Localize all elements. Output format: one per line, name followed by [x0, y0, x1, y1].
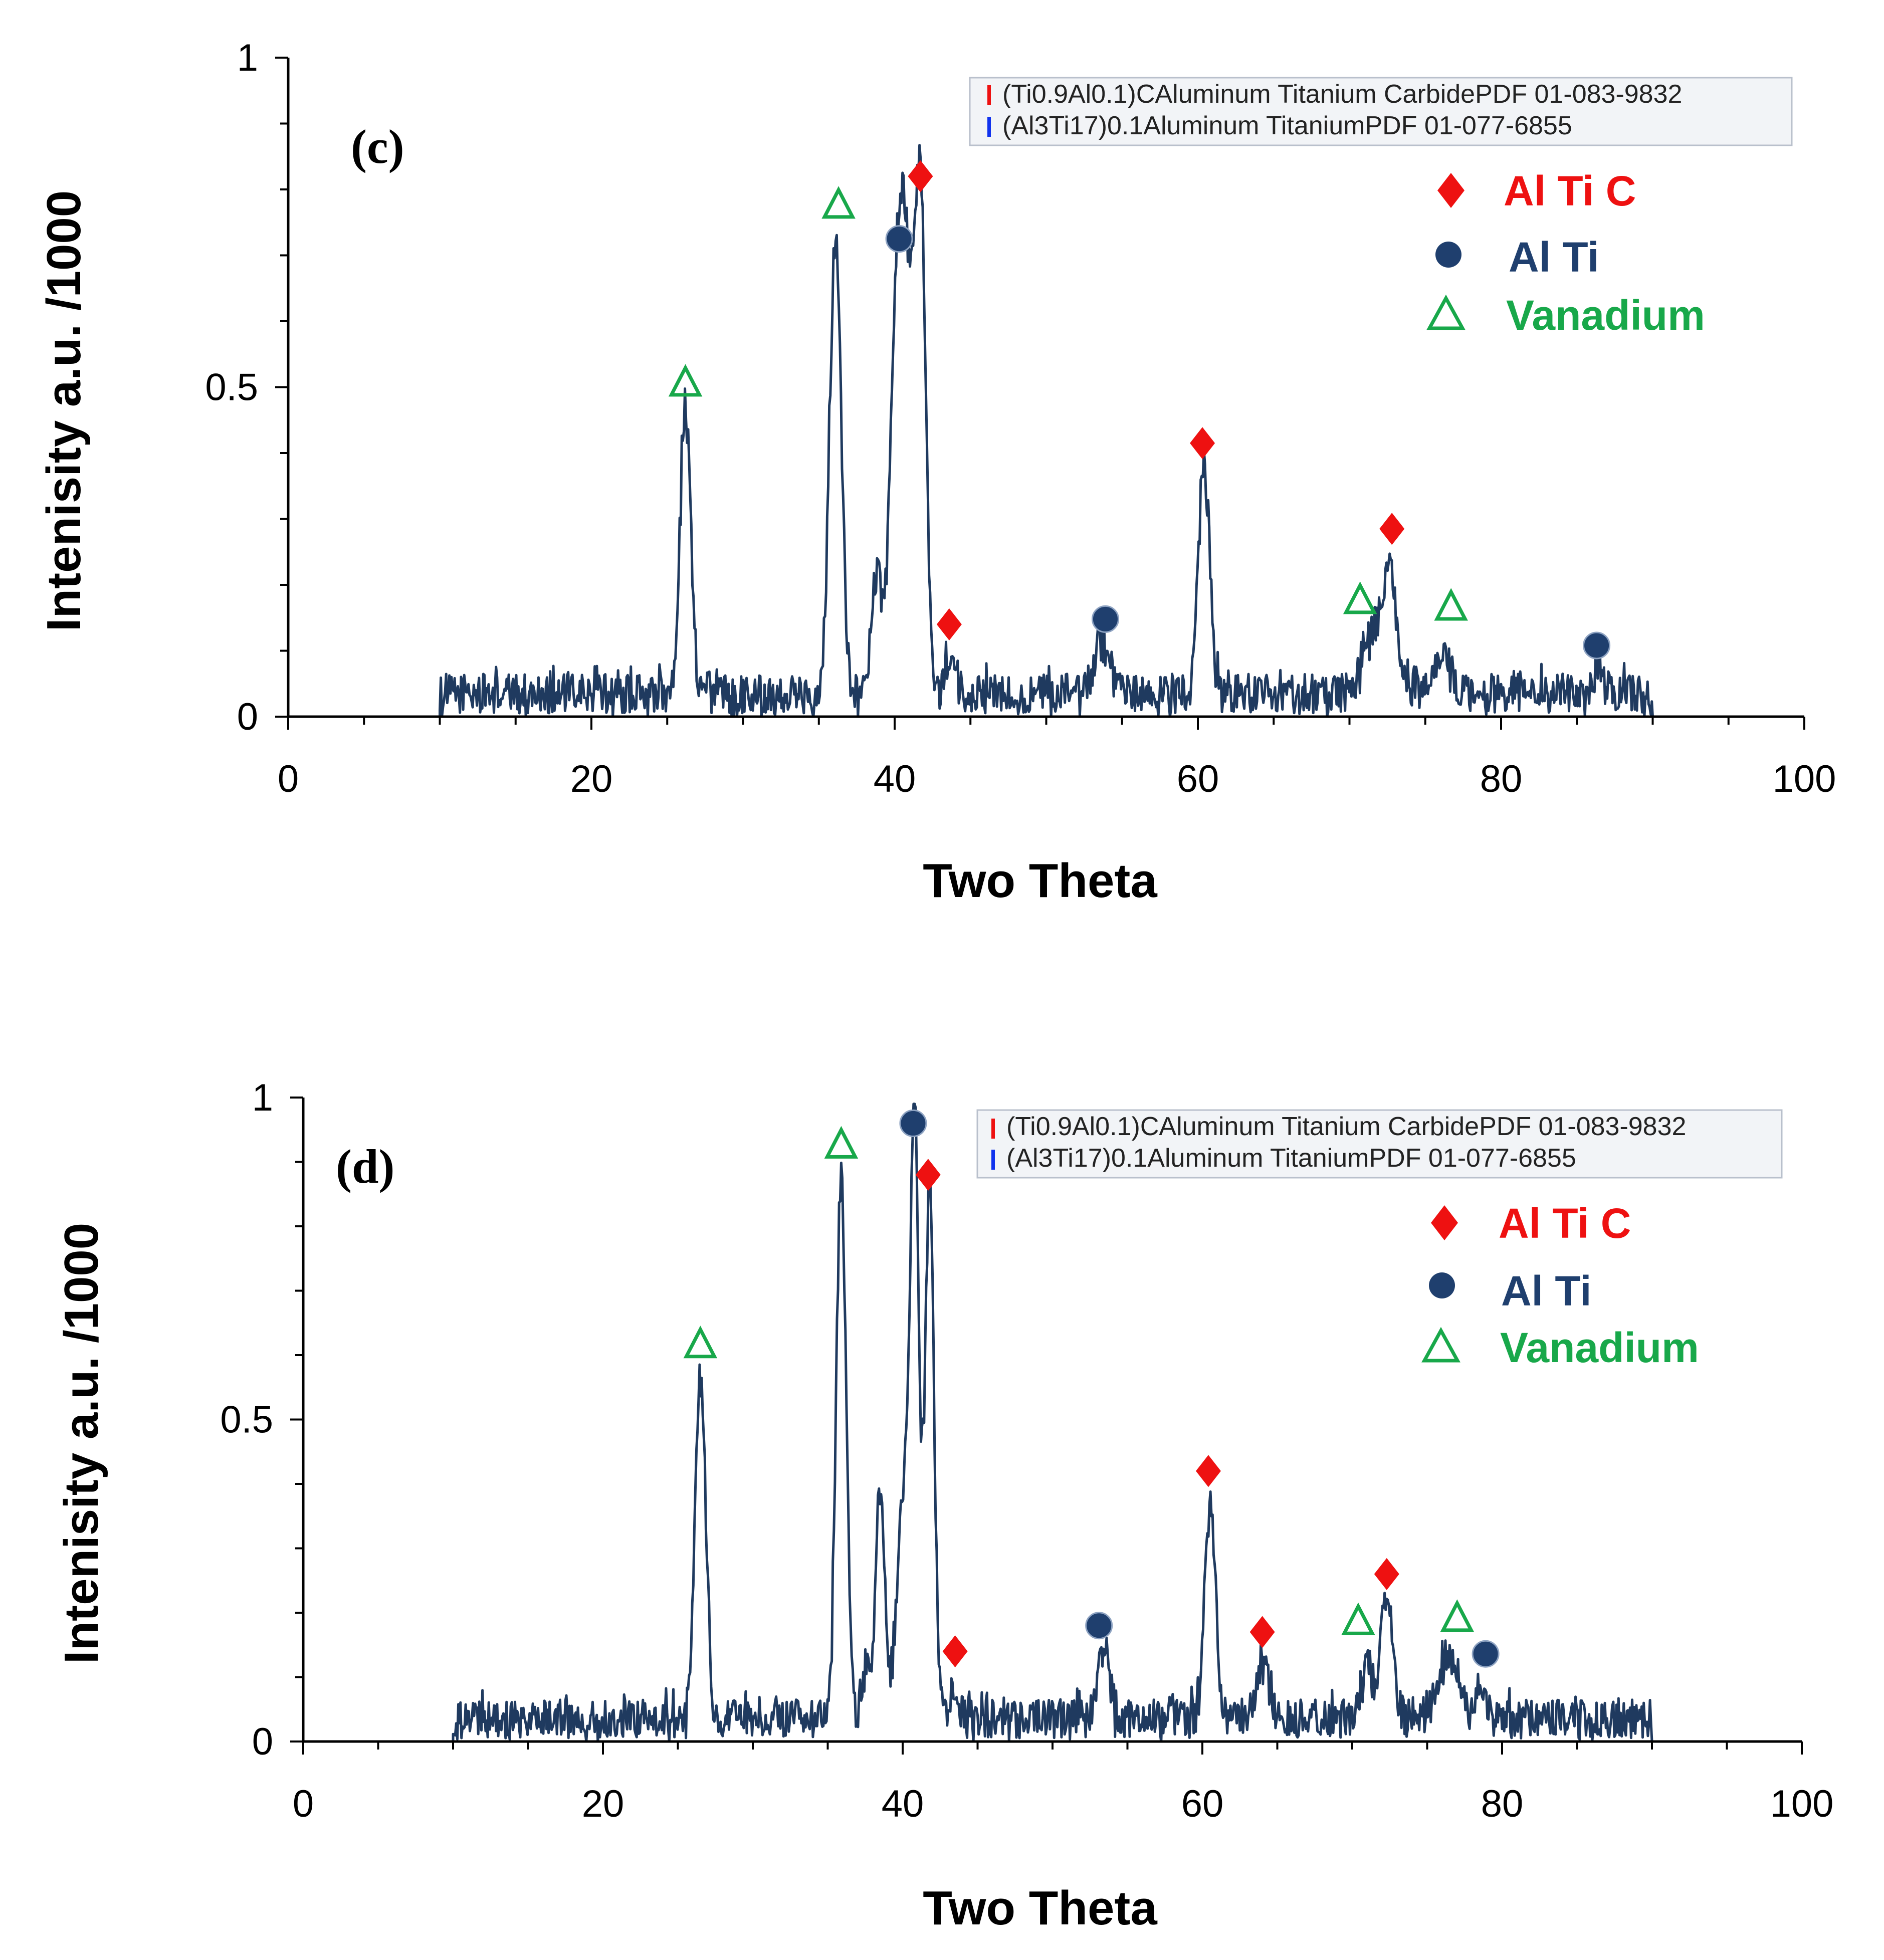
xrd-panel-c: (c) 0 20 40 60 80 100 00.51 Two Theta Intenis…: [37, 37, 1836, 908]
al-ti-c-marker: [1190, 427, 1215, 460]
vanadium-marker: [1440, 1599, 1475, 1632]
circle-icon: [1435, 242, 1461, 268]
diamond-icon: [1437, 173, 1464, 208]
reference-entry: (Ti0.9Al0.1)CAluminum Titanium CarbidePD…: [1002, 80, 1682, 109]
reference-entry: (Ti0.9Al0.1)CAluminum Titanium CarbidePD…: [1006, 1112, 1686, 1141]
phase-legend-label: Al Ti C: [1499, 1200, 1631, 1247]
xrd-panel-d: (d) 0 20 40 60 80 100 00.51 Two Theta Intenis…: [55, 1076, 1833, 1935]
vanadium-marker: [1341, 1602, 1375, 1635]
reference-legend: (Ti0.9Al0.1)CAluminum Titanium CarbidePD…: [976, 1109, 1783, 1179]
reference-entry: (Al3Ti17)0.1Aluminum TitaniumPDF 01-077-…: [1002, 111, 1572, 140]
phase-legend-label: Al Ti C: [1504, 167, 1636, 214]
phase-legend-label: Vanadium: [1500, 1324, 1699, 1371]
x-axis-title: Two Theta: [923, 854, 1157, 908]
reference-bar-blue: [991, 1150, 995, 1170]
reference-legend-box: [969, 77, 1793, 146]
triangle-icon: [1426, 294, 1466, 330]
y-tick-label: 0.5: [220, 1399, 273, 1441]
panel-label: (c): [351, 120, 404, 173]
reference-entry: (Al3Ti17)0.1Aluminum TitaniumPDF 01-077-…: [1006, 1144, 1576, 1173]
x-tick-label: 80: [1480, 758, 1523, 800]
x-axis-title: Two Theta: [923, 1881, 1157, 1935]
reference-legend-box: [976, 1109, 1783, 1179]
y-tick-label: 1: [237, 37, 258, 79]
vanadium-marker: [1343, 581, 1377, 614]
x-tick-label: 0: [278, 758, 299, 800]
phase-legend: Al Ti C Al Ti Vanadium: [1421, 1200, 1699, 1371]
phase-legend-label: Vanadium: [1506, 292, 1705, 339]
marker-layer: [683, 1109, 1500, 1668]
phase-legend-label: Al Ti: [1509, 234, 1599, 281]
al-ti-c-marker: [936, 608, 962, 640]
reference-legend: (Ti0.9Al0.1)CAluminum Titanium CarbidePD…: [969, 77, 1793, 146]
y-tick-label: 0: [252, 1720, 273, 1763]
al-ti-c-marker: [1379, 513, 1405, 545]
al-ti-c-marker: [1195, 1455, 1221, 1487]
xrd-trace: [452, 1103, 1653, 1743]
x-tick-label: 20: [582, 1783, 624, 1825]
diamond-icon: [1431, 1205, 1458, 1240]
al-ti-c-marker: [908, 160, 933, 192]
al-ti-c-marker: [942, 1635, 968, 1668]
triangle-icon: [1421, 1327, 1460, 1363]
vanadium-marker: [1434, 588, 1468, 621]
al-ti-c-marker: [1374, 1558, 1399, 1590]
vanadium-marker: [668, 364, 703, 397]
vanadium-marker: [821, 186, 856, 219]
x-tick-label: 40: [874, 758, 916, 800]
y-tick-label: 0.5: [205, 366, 258, 409]
y-axis-title: Intenisity a.u. /1000: [37, 190, 91, 631]
vanadium-marker: [824, 1126, 859, 1159]
y-tick-label: 0: [237, 696, 258, 738]
al-ti-c-marker: [1249, 1616, 1275, 1648]
trace-layer: [439, 144, 1654, 718]
x-tick-label: 20: [570, 758, 613, 800]
y-tick-label: 1: [252, 1076, 273, 1119]
phase-legend-label: Al Ti: [1501, 1267, 1591, 1315]
reference-bar-blue: [987, 117, 991, 137]
al-ti-c-marker: [915, 1159, 941, 1191]
x-tick-label: 100: [1773, 758, 1836, 800]
vanadium-marker: [683, 1326, 718, 1359]
marker-layer: [668, 160, 1611, 660]
x-tick-label: 60: [1181, 1783, 1224, 1825]
x-tick-label: 60: [1177, 758, 1219, 800]
xrd-trace: [439, 144, 1654, 718]
al-ti-marker: [1472, 1640, 1500, 1668]
trace-layer: [452, 1103, 1653, 1743]
y-axis-title: Intenisity a.u. /1000: [55, 1223, 108, 1664]
x-tick-label: 100: [1770, 1783, 1834, 1825]
al-ti-marker: [899, 1109, 927, 1137]
y-ticks: 00.51: [205, 37, 288, 738]
x-ticks: 0 20 40 60 80 100: [278, 717, 1836, 800]
al-ti-marker: [1583, 631, 1611, 660]
reference-bar-red: [991, 1119, 995, 1139]
x-tick-label: 40: [882, 1783, 924, 1825]
circle-icon: [1429, 1272, 1455, 1298]
panel-label: (d): [336, 1140, 394, 1193]
al-ti-marker: [1085, 1612, 1113, 1640]
x-tick-label: 0: [293, 1783, 314, 1825]
reference-bar-red: [987, 85, 991, 105]
x-tick-label: 80: [1481, 1783, 1524, 1825]
phase-legend: Al Ti C Al Ti Vanadium: [1426, 167, 1705, 339]
al-ti-marker: [1091, 605, 1119, 633]
y-ticks: 00.51: [220, 1076, 303, 1763]
x-ticks: 0 20 40 60 80 100: [293, 1741, 1834, 1825]
al-ti-marker: [885, 225, 913, 253]
